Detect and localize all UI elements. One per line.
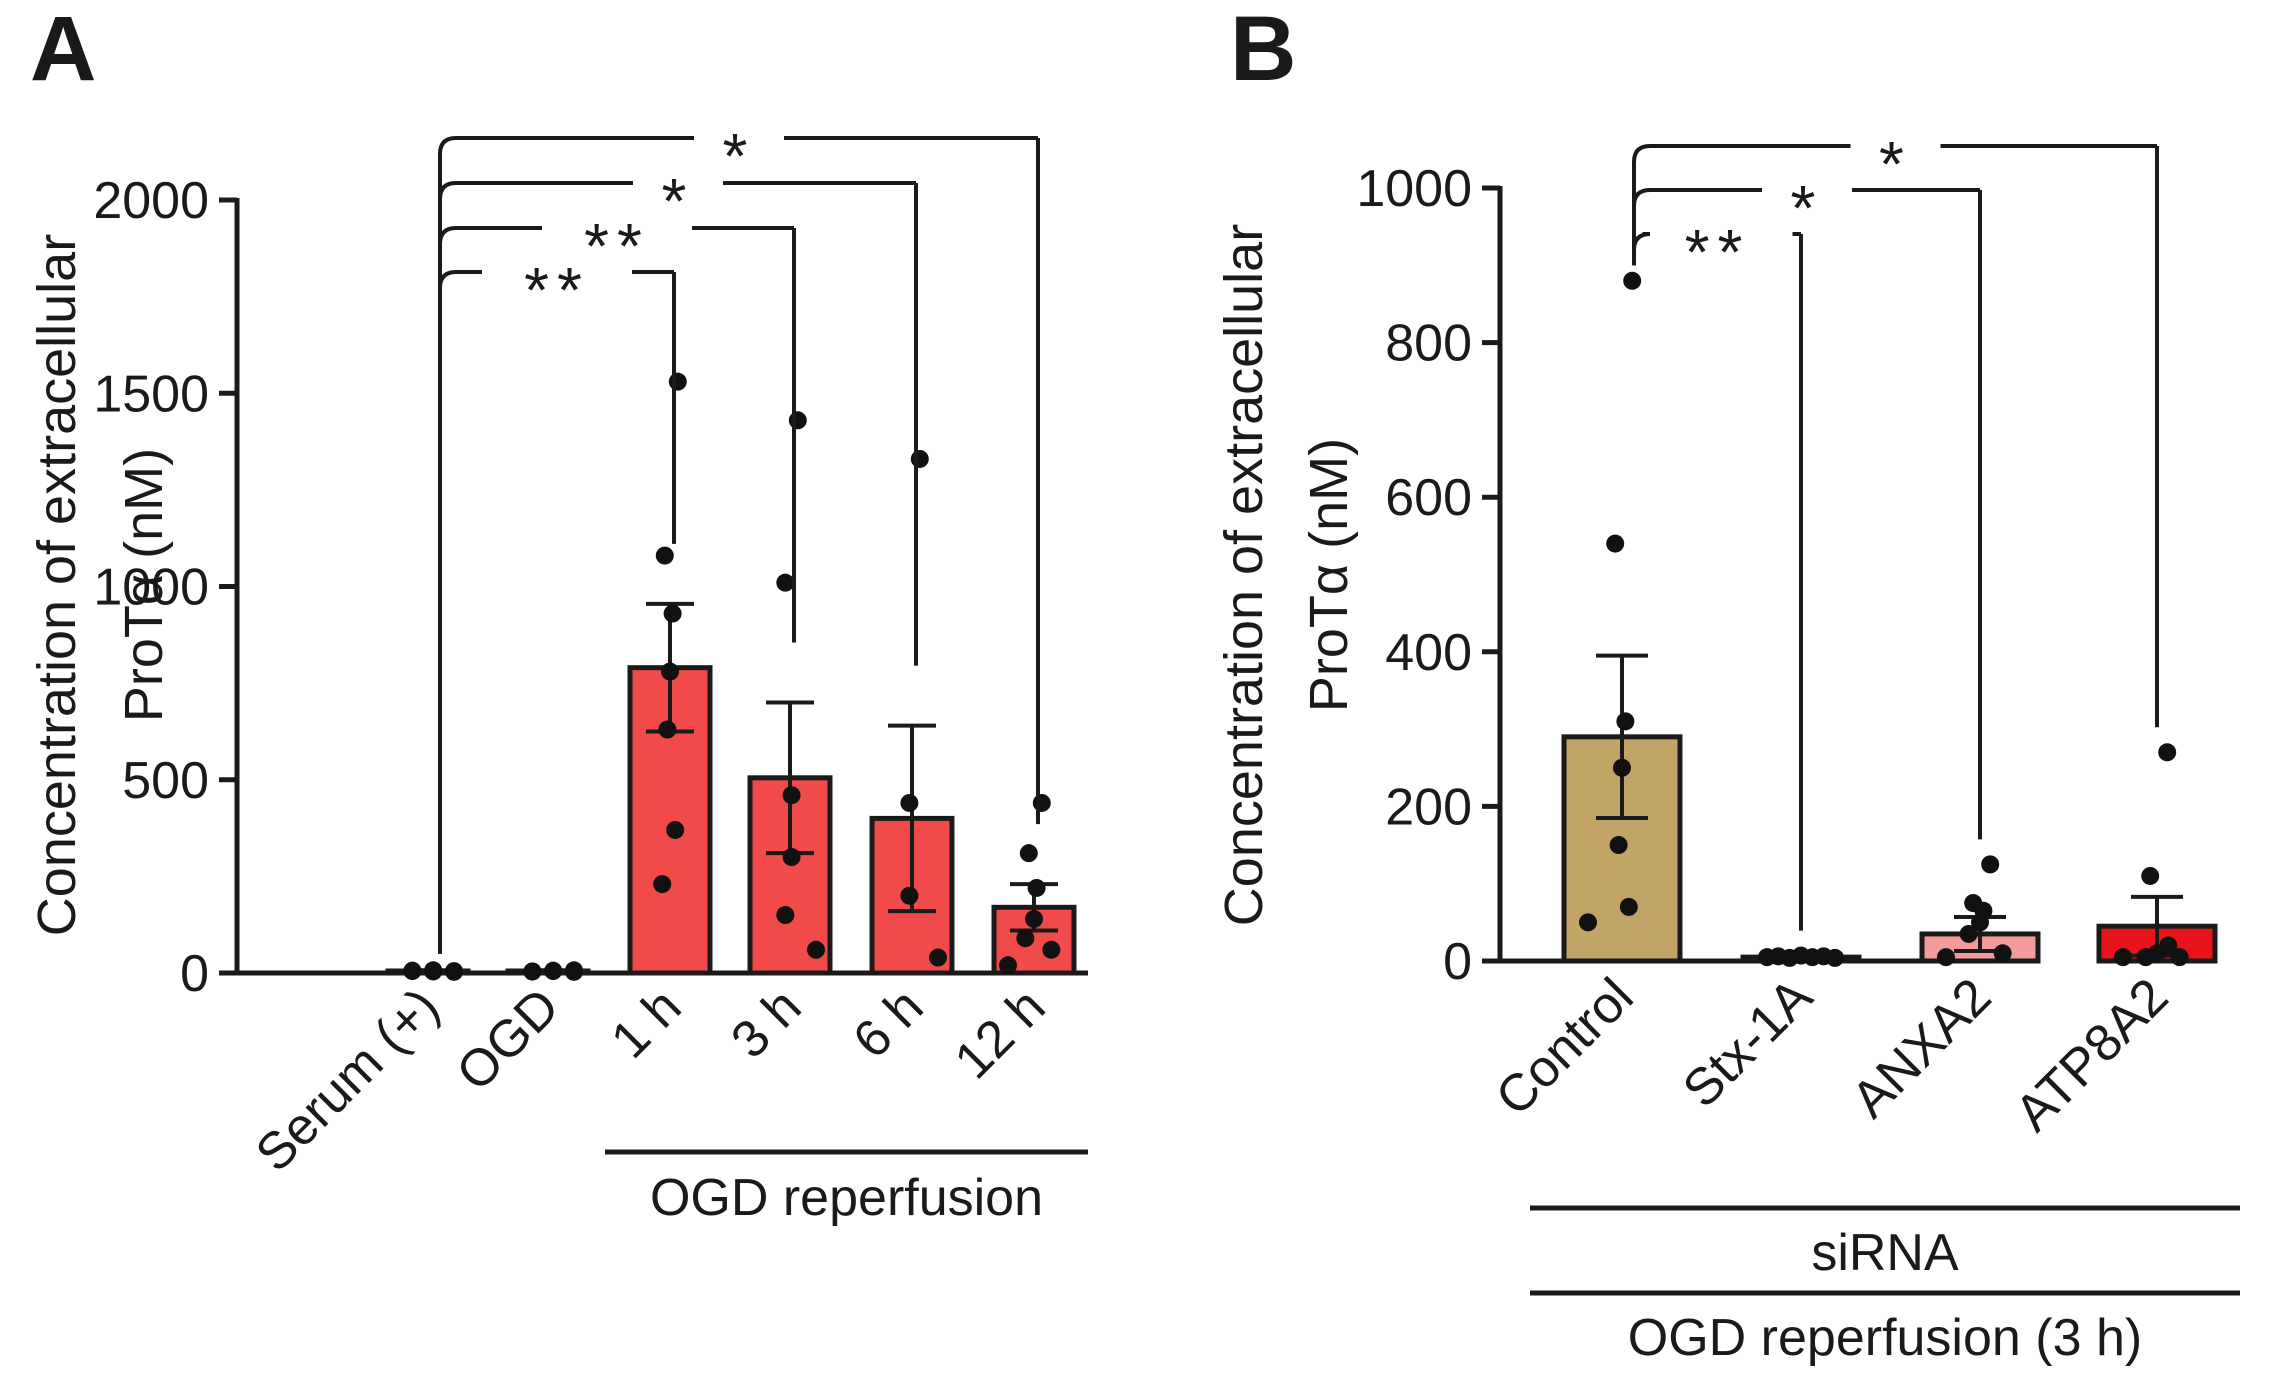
significance-bracket-start — [438, 136, 457, 954]
category-label: Stx-1A — [1672, 967, 1824, 1119]
category-label: 3 h — [720, 977, 812, 1069]
y-tick-label: 1000 — [93, 559, 209, 617]
data-point — [2170, 948, 2189, 967]
significance-label: ** — [524, 254, 590, 326]
category-label: Serum (+) — [245, 977, 450, 1182]
data-point — [2158, 743, 2177, 762]
data-point — [403, 961, 422, 980]
y-tick-label: 2000 — [93, 172, 209, 230]
y-tick-label: 500 — [122, 752, 209, 810]
y-tick-label: 400 — [1385, 624, 1472, 682]
y-axis-label: Concentration of extracellular — [1214, 224, 1274, 926]
data-point — [653, 875, 672, 894]
data-point — [1619, 897, 1638, 916]
data-point — [999, 956, 1017, 975]
data-point — [1758, 948, 1776, 967]
data-point — [1016, 929, 1035, 948]
category-label: 1 h — [600, 977, 692, 1069]
data-point — [666, 820, 685, 839]
data-point — [655, 546, 674, 565]
y-tick-label: 200 — [1385, 778, 1472, 836]
category-label: Control — [1485, 967, 1645, 1127]
category-label: ANXA2 — [1841, 967, 2003, 1129]
data-point — [2136, 948, 2155, 967]
significance-bracket-start — [438, 181, 457, 954]
significance-bracket-start — [1632, 144, 1651, 266]
significance-label: ** — [1685, 216, 1751, 288]
category-label: 12 h — [944, 977, 1057, 1090]
y-tick-label: 1500 — [93, 365, 209, 423]
data-point — [1613, 758, 1631, 777]
significance-bracket-start — [1632, 188, 1651, 266]
significance-label: * — [662, 165, 695, 237]
group-label: OGD reperfusion — [650, 1169, 1043, 1227]
category-label: ATP8A2 — [2004, 967, 2179, 1142]
data-point — [668, 372, 687, 391]
data-point — [2114, 948, 2132, 967]
data-point — [1971, 913, 1989, 932]
panel-b: B Concentration of extracellular ProTα (nM… — [1214, 0, 2240, 1367]
group-label: siRNA — [1811, 1224, 1959, 1282]
group-label: OGD reperfusion (3 h) — [1628, 1309, 2142, 1367]
panel-letter: A — [30, 0, 96, 100]
data-point — [544, 962, 563, 981]
data-point — [1027, 878, 1046, 897]
data-point — [929, 948, 947, 967]
panel-a: A Concentration of extracellular ProTα (nM… — [27, 0, 1088, 1227]
data-point — [776, 906, 795, 925]
y-axis-label: ProTα (nM) — [1299, 438, 1359, 712]
data-point — [1623, 271, 1642, 290]
data-point — [1025, 909, 1043, 928]
y-axis-label: ProTα (nM) — [114, 448, 174, 722]
panel-letter: B — [1230, 0, 1296, 100]
data-point — [523, 962, 542, 981]
data-point — [788, 411, 807, 430]
data-point — [424, 962, 443, 981]
data-point — [1606, 534, 1625, 553]
data-point — [1780, 948, 1799, 967]
data-point — [661, 662, 679, 681]
data-point — [1019, 844, 1038, 863]
data-point — [782, 848, 801, 867]
data-point — [900, 886, 919, 905]
data-point — [445, 962, 463, 981]
y-tick-label: 600 — [1385, 469, 1472, 527]
y-axis-label: Concentration of extracellular — [27, 234, 87, 936]
data-point — [1579, 913, 1597, 932]
data-point — [1609, 836, 1628, 855]
data-point — [658, 720, 677, 739]
data-point — [1032, 793, 1051, 812]
data-point — [782, 786, 801, 805]
data-point — [807, 940, 825, 959]
data-point — [663, 604, 682, 623]
data-point — [1814, 947, 1833, 966]
significance-bracket-start — [1632, 232, 1651, 266]
data-point — [1959, 924, 1978, 943]
y-tick-label: 800 — [1385, 315, 1472, 373]
y-tick-label: 0 — [180, 945, 209, 1003]
category-label: 6 h — [842, 977, 934, 1069]
data-point — [1616, 712, 1635, 731]
data-point — [900, 793, 919, 812]
data-point — [1937, 948, 1955, 967]
category-label: OGD — [446, 977, 571, 1102]
significance-bracket-start — [438, 270, 457, 954]
data-point — [1993, 944, 2012, 963]
data-point — [1981, 855, 2000, 874]
data-point — [1042, 940, 1061, 959]
data-point — [2141, 866, 2160, 885]
y-tick-label: 0 — [1443, 933, 1472, 991]
significance-label: * — [723, 120, 756, 192]
data-point — [565, 961, 583, 980]
significance-bracket-start — [438, 226, 457, 954]
data-point — [910, 449, 929, 468]
y-tick-label: 1000 — [1356, 160, 1472, 218]
data-point — [776, 573, 795, 592]
